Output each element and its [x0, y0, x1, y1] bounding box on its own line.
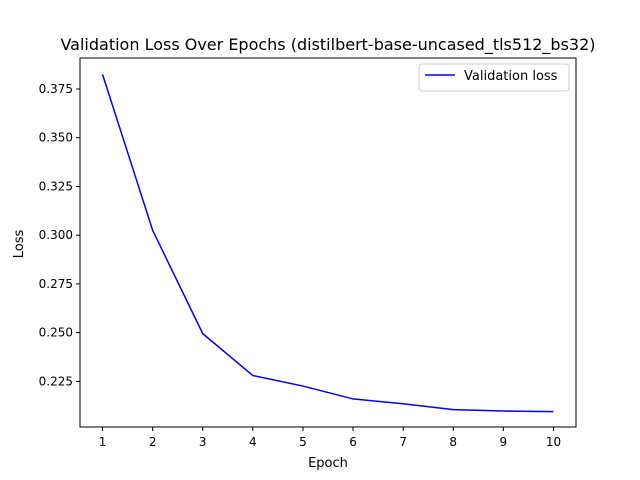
chart-title: Validation Loss Over Epochs (distilbert-…	[60, 35, 595, 55]
legend-label: Validation loss	[464, 69, 558, 84]
x-tick-label: 8	[449, 435, 457, 449]
x-tick-label: 5	[299, 435, 307, 449]
y-tick-label: 0.275	[39, 277, 73, 291]
y-tick-label: 0.375	[39, 82, 73, 96]
legend-box	[418, 63, 570, 92]
y-axis-label: Loss	[12, 230, 27, 259]
y-tick-label: 0.225	[39, 374, 73, 388]
y-tick-label: 0.300	[39, 228, 73, 242]
x-tick-label: 9	[500, 435, 508, 449]
y-axis: 0.225 0.250 0.275 0.300 0.325 0.350 0.375	[39, 82, 80, 388]
legend: Validation loss	[418, 63, 570, 92]
y-tick-label: 0.350	[39, 131, 73, 145]
plot-frame	[79, 57, 577, 428]
x-tick-label: 7	[399, 435, 407, 449]
plot-area	[79, 57, 577, 428]
y-tick-label: 0.250	[39, 326, 73, 340]
x-tick-label: 3	[199, 435, 207, 449]
y-tick-label: 0.325	[39, 179, 73, 193]
x-tick-label: 1	[99, 435, 107, 449]
x-tick-label: 6	[349, 435, 357, 449]
x-axis-label: Epoch	[308, 456, 348, 471]
x-tick-label: 2	[149, 435, 157, 449]
series-layer	[101, 74, 554, 413]
x-tick-label: 4	[249, 435, 257, 449]
x-tick-label: 10	[546, 435, 561, 449]
series-line-validation-loss	[101, 74, 554, 413]
x-axis: 1 2 3 4 5 6 7 8 9 10	[99, 427, 561, 449]
